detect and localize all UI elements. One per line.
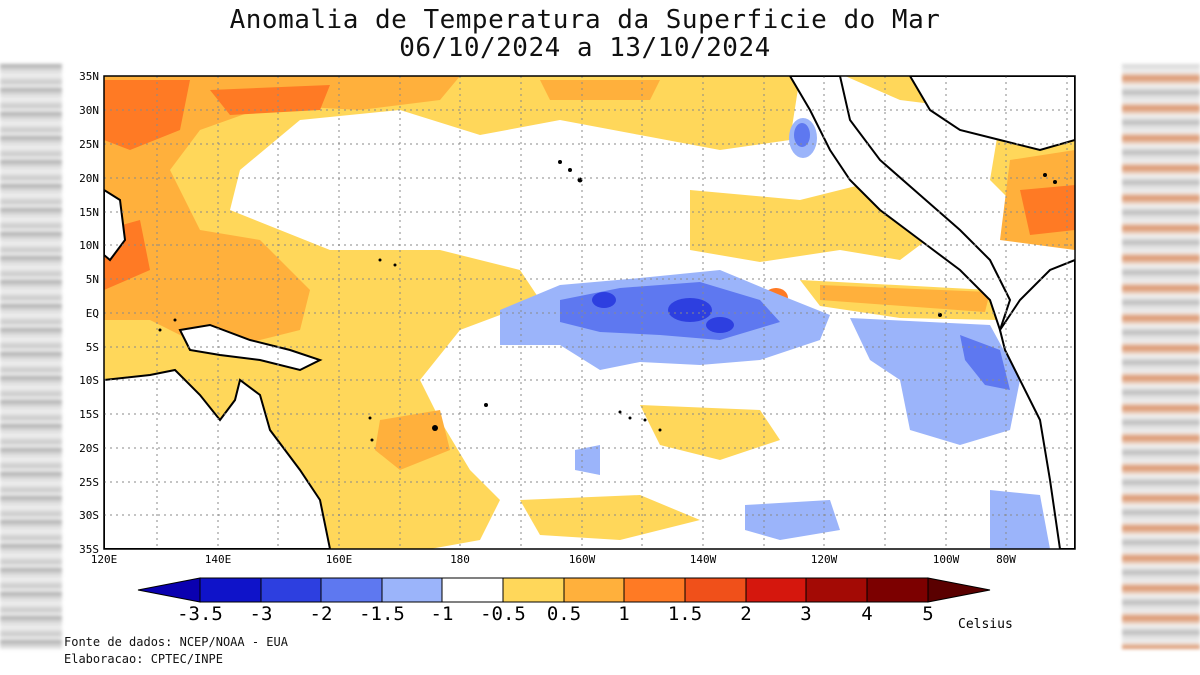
lat-label-eq: EQ (86, 307, 99, 320)
lat-label-10n: 10N (79, 239, 99, 252)
south-america-coast (998, 258, 1075, 549)
colorbar-tick: -3 (250, 603, 273, 625)
lat-label-35s: 35S (79, 543, 99, 556)
colorbar-bin-10 (745, 577, 807, 603)
colorbar-tick: -1.5 (359, 603, 405, 625)
colorbar-bin-9 (684, 577, 747, 603)
blurred-side-strip-left (0, 64, 62, 649)
lat-label-5n: 5N (86, 273, 99, 286)
lat-label-20n: 20N (79, 172, 99, 185)
elaboration-credit: Elaboracao: CPTEC/INPE (64, 652, 223, 666)
cool-anomaly-strong-areas (592, 292, 734, 333)
colorbar-tick: -0.5 (480, 603, 526, 625)
colorbar-tick-labels: -3.5 -3 -2 -1.5 -1 -0.5 0.5 1 1.5 2 3 4 … (177, 603, 934, 625)
colorbar-bin-11 (805, 577, 868, 603)
lat-label-10s: 10S (79, 374, 99, 387)
lon-label-180: 180 (450, 553, 470, 566)
map-title: Anomalia de Temperatura da Superficie do… (0, 6, 1170, 62)
lon-label-160e: 160E (326, 553, 353, 566)
grid-lines (104, 76, 1075, 549)
colorbar-bin-2 (260, 577, 322, 603)
colorbar-tick: 2 (740, 603, 751, 625)
colorbar-tick: 4 (861, 603, 872, 625)
map-frame (103, 75, 1076, 550)
data-source-credit: Fonte de dados: NCEP/NOAA - EUA (64, 635, 288, 649)
colorbar: -3.5 -3 -2 -1.5 -1 -0.5 0.5 1 1.5 2 3 4 … (137, 577, 1013, 632)
lon-label-80w: 80W (996, 553, 1016, 566)
lat-label-30s: 30S (79, 509, 99, 522)
colorbar-tick: 5 (922, 603, 933, 625)
colorbar-tick: 1.5 (668, 603, 702, 625)
north-america-interior (908, 76, 1075, 152)
colorbar-bin-1 (199, 577, 262, 603)
lon-label-140w: 140W (690, 553, 717, 566)
colorbar-bin-8 (623, 577, 686, 603)
colorbar-tick: 3 (800, 603, 811, 625)
title-line-1: Anomalia de Temperatura da Superficie do… (229, 5, 941, 35)
lat-label-20s: 20S (79, 442, 99, 455)
lon-label-160w: 160W (569, 553, 596, 566)
credits: Fonte de dados: NCEP/NOAA - EUA Elaborac… (64, 634, 288, 668)
colorbar-bin-3 (320, 577, 383, 603)
colorbar-arrow-below (137, 577, 201, 603)
colorbar-tick: -1 (431, 603, 454, 625)
colorbar-tick: 0.5 (547, 603, 581, 625)
colorbar-arrow-above (927, 577, 991, 603)
colorbar-unit: Celsius (958, 617, 1013, 632)
colorbar-bin-4 (381, 577, 443, 603)
lon-label-100w: 100W (933, 553, 960, 566)
australia-landmass (104, 368, 332, 549)
lat-label-15s: 15S (79, 408, 99, 421)
lat-label-5s: 5S (86, 341, 99, 354)
colorbar-bin-7 (563, 577, 625, 603)
colorbar-tick: -3.5 (177, 603, 223, 625)
lon-label-120e: 120E (91, 553, 118, 566)
blurred-side-strip-right (1122, 64, 1200, 649)
anomaly-field (104, 76, 1075, 549)
lon-label-120w: 120W (811, 553, 838, 566)
latitude-labels: 35N 30N 25N 20N 15N 10N 5N EQ 5S 10S 15S… (79, 70, 99, 556)
colorbar-bin-5 (441, 577, 504, 603)
lat-label-30n: 30N (79, 104, 99, 117)
colorbar-tick: 1 (618, 603, 629, 625)
longitude-labels: 120E 140E 160E 180 160W 140W 120W 100W 8… (91, 553, 1017, 566)
land-masses (104, 76, 1075, 549)
lat-label-25s: 25S (79, 476, 99, 489)
colorbar-bin-12 (866, 577, 929, 603)
islands (158, 160, 1057, 442)
colorbar-tick: -2 (310, 603, 333, 625)
lon-label-140e: 140E (205, 553, 232, 566)
lat-label-25n: 25N (79, 138, 99, 151)
lat-label-15n: 15N (79, 206, 99, 219)
colorbar-bin-6 (502, 577, 565, 603)
title-line-2: 06/10/2024 a 13/10/2024 (399, 33, 771, 63)
lat-label-35n: 35N (79, 70, 99, 83)
philippines-landmass (104, 188, 127, 262)
